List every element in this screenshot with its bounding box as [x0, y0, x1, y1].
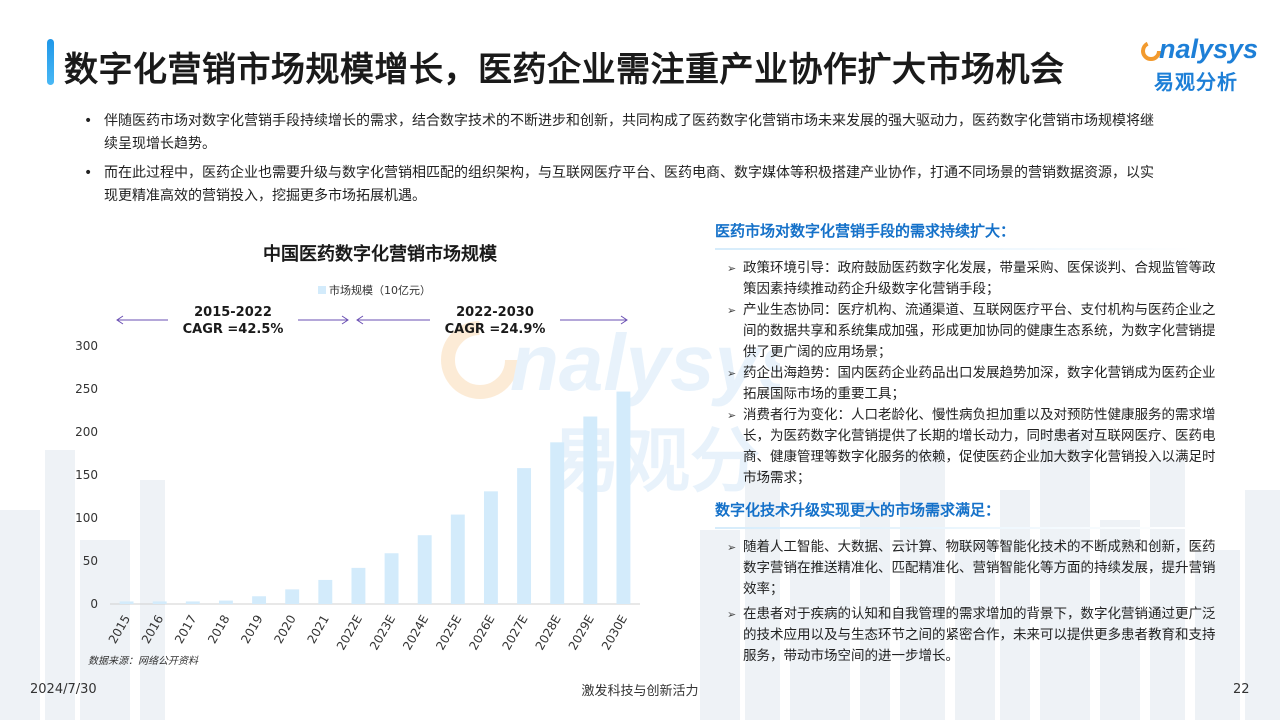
bar-2017	[185, 601, 200, 604]
footer-slogan: 激发科技与创新活力	[581, 684, 699, 699]
analysys-logo: nalysys 易观分析	[1140, 34, 1260, 94]
list-item-text: 在患者对于疾病的认知和自我管理的需求增加的背景下，数字化营销通过更广泛的技术应用…	[743, 606, 1216, 664]
right-panel: 医药市场对数字化营销手段的需求持续扩大： ➢ 政策环境引导：政府鼓励医药数字化发展…	[715, 220, 1235, 677]
section-heading-demand: 医药市场对数字化营销手段的需求持续扩大：	[715, 220, 1193, 250]
x-tick-label: 2015	[106, 613, 133, 646]
cagr-annotation-2: 2022-2030 CAGR =24.9%	[430, 304, 560, 338]
bar-2018	[218, 600, 233, 604]
x-tick-label: 2027E	[499, 613, 530, 653]
technology-items: ➢ 随着人工智能、大数据、云计算、物联网等智能化技术的不断成熟和创新，医药数字营销…	[715, 537, 1235, 667]
arrow-bullet-icon: ➢	[727, 608, 737, 621]
footer-date: 2024/7/30	[30, 682, 97, 697]
bar-2030E	[616, 391, 631, 604]
data-source: 数据来源：网络公开资料	[88, 656, 198, 667]
cagr-value: CAGR =24.9%	[444, 322, 546, 337]
y-tick-label: 50	[83, 554, 98, 568]
x-tick-label: 2030E	[599, 613, 630, 653]
x-tick-label: 2019	[238, 613, 265, 646]
cagr-period: 2022-2030	[456, 305, 534, 320]
x-tick-label: 2020	[271, 613, 298, 646]
x-tick-label: 2024E	[400, 613, 431, 653]
list-item-text: 随着人工智能、大数据、云计算、物联网等智能化技术的不断成熟和创新，医药数字营销在…	[743, 539, 1216, 597]
list-item: ➢ 在患者对于疾病的认知和自我管理的需求增加的背景下，数字化营销通过更广泛的技术应…	[715, 604, 1221, 667]
cagr-value: CAGR =42.5%	[182, 322, 284, 337]
chart-title: 中国医药数字化营销市场规模	[263, 244, 497, 265]
bar-2015	[119, 601, 134, 604]
arrow-bullet-icon: ➢	[727, 409, 737, 422]
bar-2029E	[583, 416, 598, 604]
list-item-text: 政策环境引导：政府鼓励医药数字化发展，带量采购、医保谈判、合规监管等政策因素持续…	[743, 260, 1216, 297]
cagr-arrows	[116, 315, 628, 325]
bullet-text: 而在此过程中，医药企业也需要升级与数字化营销相匹配的组织架构，与互联网医疗平台、…	[104, 165, 1154, 204]
list-item: ➢ 消费者行为变化：人口老龄化、慢性病负担加重以及对预防性健康服务的需求增长，为医…	[715, 405, 1221, 489]
x-tick-label: 2018	[205, 613, 232, 646]
x-tick-label: 2022E	[334, 613, 365, 653]
bar-2016	[152, 601, 167, 604]
bar-2021	[318, 579, 333, 604]
bar-2022E	[351, 567, 366, 604]
y-tick-label: 200	[75, 425, 98, 439]
demand-items: ➢ 政策环境引导：政府鼓励医药数字化发展，带量采购、医保谈判、合规监管等政策因素持…	[715, 258, 1235, 489]
logo-text-en: nalysys	[1159, 34, 1259, 64]
y-tick-label: 250	[75, 382, 98, 396]
bar-2019	[252, 596, 267, 604]
x-tick-label: 2029E	[566, 613, 597, 653]
x-tick-label: 2016	[139, 613, 166, 646]
bullet-dot: •	[84, 113, 93, 129]
bar-2023E	[384, 553, 399, 604]
legend-label: 市场规模（10亿元）	[329, 284, 431, 297]
arrow-bullet-icon: ➢	[727, 541, 737, 554]
chart-legend: 市场规模（10亿元）	[318, 282, 431, 298]
y-tick-label: 0	[90, 597, 98, 611]
bar-2026E	[483, 491, 498, 604]
legend-swatch	[318, 286, 326, 294]
y-tick-label: 100	[75, 511, 98, 525]
list-item: ➢ 药企出海趋势：国内医药企业药品出口发展趋势加深，数字化营销成为医药企业拓展国际…	[715, 363, 1221, 405]
bar-2024E	[417, 535, 432, 604]
list-item-text: 药企出海趋势：国内医药企业药品出口发展趋势加深，数字化营销成为医药企业拓展国际市…	[743, 365, 1216, 402]
x-tick-label: 2021	[305, 613, 332, 646]
x-tick-label: 2023E	[367, 613, 398, 653]
skyline-background	[0, 430, 1280, 720]
list-item: ➢ 政策环境引导：政府鼓励医药数字化发展，带量采购、医保谈判、合规监管等政策因素持…	[715, 258, 1221, 300]
bullet-item: • 伴随医药市场对数字化营销手段持续增长的需求，结合数字技术的不断进步和创新，共…	[84, 110, 1164, 156]
list-item: ➢ 随着人工智能、大数据、云计算、物联网等智能化技术的不断成熟和创新，医药数字营销…	[715, 537, 1221, 600]
cagr-annotation-1: 2015-2022 CAGR =42.5%	[168, 304, 298, 338]
x-tick-label: 2017	[172, 613, 199, 646]
bullet-dot: •	[84, 165, 93, 181]
arrow-bullet-icon: ➢	[727, 262, 737, 275]
list-item-text: 产业生态协同：医疗机构、流通渠道、互联网医疗平台、支付机构与医药企业之间的数据共…	[743, 302, 1216, 360]
cagr-period: 2015-2022	[194, 305, 272, 320]
x-tick-label: 2025E	[433, 613, 464, 653]
market-size-chart: 中国医药数字化营销市场规模 市场规模（10亿元） 2015-2022 CAGR …	[60, 232, 660, 672]
bullet-item: • 而在此过程中，医药企业也需要升级与数字化营销相匹配的组织架构，与互联网医疗平…	[84, 162, 1164, 208]
bar-2025E	[450, 514, 465, 604]
intro-bullets: • 伴随医药市场对数字化营销手段持续增长的需求，结合数字技术的不断进步和创新，共…	[84, 110, 1164, 214]
arrow-bullet-icon: ➢	[727, 304, 737, 317]
title-accent-bar	[47, 39, 54, 85]
bar-2020	[285, 589, 300, 604]
x-tick-label: 2026E	[466, 613, 497, 653]
logo-text-cn: 易观分析	[1154, 70, 1238, 94]
bullet-text: 伴随医药市场对数字化营销手段持续增长的需求，结合数字技术的不断进步和创新，共同构…	[104, 113, 1154, 152]
list-item: ➢ 产业生态协同：医疗机构、流通渠道、互联网医疗平台、支付机构与医药企业之间的数据…	[715, 300, 1221, 363]
bar-2028E	[550, 442, 565, 604]
arrow-bullet-icon: ➢	[727, 367, 737, 380]
section-heading-technology: 数字化技术升级实现更大的市场需求满足：	[715, 499, 1193, 529]
y-tick-label: 300	[75, 339, 98, 353]
list-item-text: 消费者行为变化：人口老龄化、慢性病负担加重以及对预防性健康服务的需求增长，为医药…	[743, 407, 1216, 486]
x-tick-label: 2028E	[533, 613, 564, 653]
page-number: 22	[1233, 682, 1250, 697]
bar-2027E	[517, 468, 532, 604]
page-title: 数字化营销市场规模增长，医药企业需注重产业协作扩大市场机会	[64, 50, 1065, 90]
y-tick-label: 150	[75, 468, 98, 482]
logo-swoosh-icon	[1141, 41, 1161, 61]
